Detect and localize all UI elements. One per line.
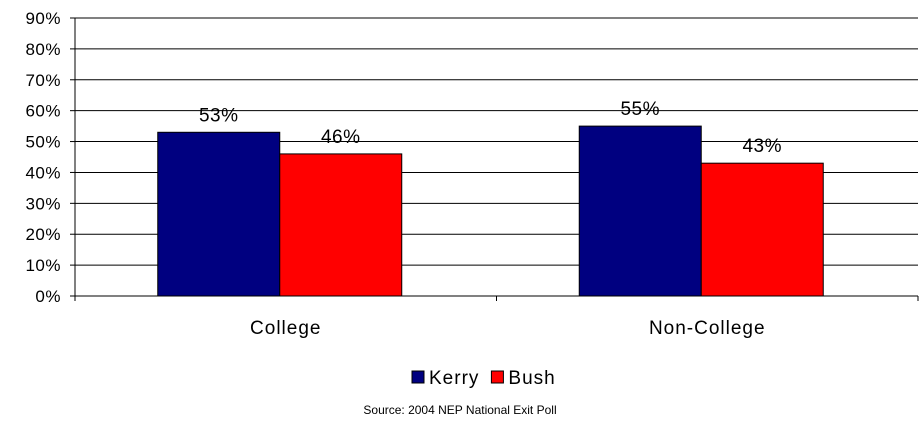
- y-tick-label: 10%: [25, 256, 61, 275]
- bar-bush-college: [279, 153, 403, 297]
- legend-label-bush: Bush: [508, 368, 555, 389]
- y-tick-label: 40%: [25, 163, 61, 182]
- x-category-label: Non-College: [649, 318, 766, 339]
- bar-kerry-non-college: [578, 125, 702, 297]
- y-tick-label: 90%: [25, 9, 61, 28]
- axes: [74, 18, 919, 301]
- data-label: 53%: [199, 105, 239, 126]
- legend-swatch-kerry: [411, 370, 425, 384]
- legend-label-kerry: Kerry: [429, 368, 479, 389]
- data-label: 46%: [321, 127, 361, 148]
- y-tick-label: 30%: [25, 194, 61, 213]
- data-label: 55%: [620, 99, 660, 120]
- y-tick-label: 50%: [25, 133, 61, 152]
- bar-bush-non-college: [700, 162, 824, 297]
- bars: [157, 125, 824, 297]
- y-tick-label: 20%: [25, 225, 61, 244]
- legend-swatch-bush: [490, 370, 504, 384]
- y-tick-labels: 0% 10% 20% 30% 40% 50% 60% 70% 80% 90%: [25, 9, 61, 306]
- y-tick-label: 0%: [35, 287, 61, 306]
- data-labels: 53% 46% 55% 43%: [199, 99, 782, 157]
- bar-kerry-college: [157, 131, 281, 297]
- source-note: Source: 2004 NEP National Exit Poll: [363, 403, 556, 417]
- x-category-labels: College Non-College: [250, 318, 766, 339]
- y-tick-label: 80%: [25, 40, 61, 59]
- y-tick-label: 70%: [25, 71, 61, 90]
- x-category-label: College: [250, 318, 321, 339]
- data-label: 43%: [742, 136, 782, 157]
- legend: Kerry Bush: [411, 368, 555, 389]
- y-tick-label: 60%: [25, 102, 61, 121]
